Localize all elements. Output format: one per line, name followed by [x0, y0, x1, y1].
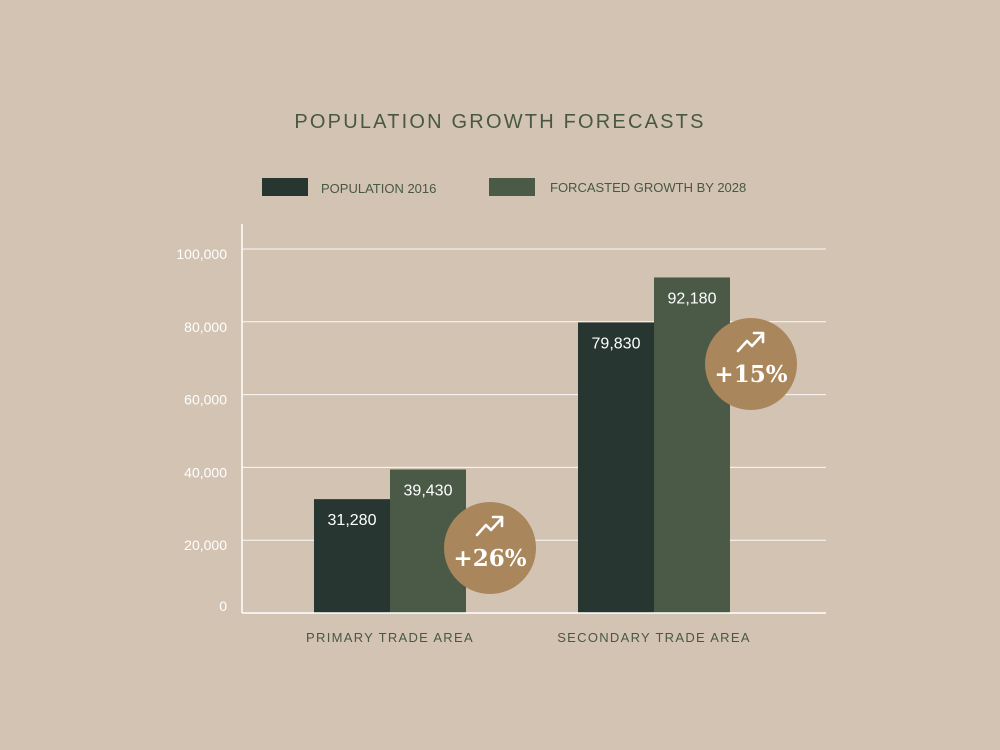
y-tick-label: 80,000: [184, 319, 227, 335]
chart-title: POPULATION GROWTH FORECASTS: [294, 111, 705, 133]
y-tick-label: 20,000: [184, 537, 227, 553]
growth-badges: +26% +15%: [444, 318, 797, 594]
axes: [241, 224, 826, 614]
growth-badge-circle: [705, 318, 797, 410]
bar-value-label: 92,180: [668, 290, 717, 307]
legend-swatch-population-2016: [262, 178, 308, 196]
chart-legend: POPULATION 2016 FORCASTED GROWTH BY 2028: [262, 178, 746, 196]
growth-badge: +26%: [444, 502, 536, 594]
growth-badge: +15%: [705, 318, 797, 410]
x-category-label: SECONDARY TRADE AREA: [557, 630, 751, 645]
y-tick-label: 0: [219, 598, 227, 614]
bar-forecast-2028-1: [654, 277, 730, 613]
legend-label-population-2016: POPULATION 2016: [321, 181, 436, 196]
bar-population-2016-1: [578, 322, 654, 613]
bar-value-labels: 31,280 39,430 79,830 92,180: [328, 290, 717, 529]
y-tick-label: 60,000: [184, 392, 227, 408]
growth-badge-circle: [444, 502, 536, 594]
growth-badge-text: +26%: [453, 545, 526, 572]
x-category-label: PRIMARY TRADE AREA: [306, 630, 474, 645]
y-tick-label: 100,000: [176, 246, 227, 262]
bar-value-label: 79,830: [592, 335, 641, 352]
legend-label-forecasted-2028: FORCASTED GROWTH BY 2028: [550, 180, 746, 195]
bars: [314, 277, 730, 613]
x-axis-category-labels: PRIMARY TRADE AREA SECONDARY TRADE AREA: [306, 630, 751, 645]
bar-value-label: 39,430: [404, 482, 453, 499]
bar-value-label: 31,280: [328, 512, 377, 529]
trend-up-arrow-icon: [475, 515, 504, 537]
y-tick-label: 40,000: [184, 464, 227, 480]
y-axis-ticks: 0 20,000 40,000 60,000 80,000 100,000: [176, 246, 227, 614]
growth-badge-text: +15%: [714, 361, 787, 388]
trend-up-arrow-icon: [736, 331, 765, 353]
legend-swatch-forecasted-2028: [489, 178, 535, 196]
bar-population-2016-0: [314, 499, 390, 613]
